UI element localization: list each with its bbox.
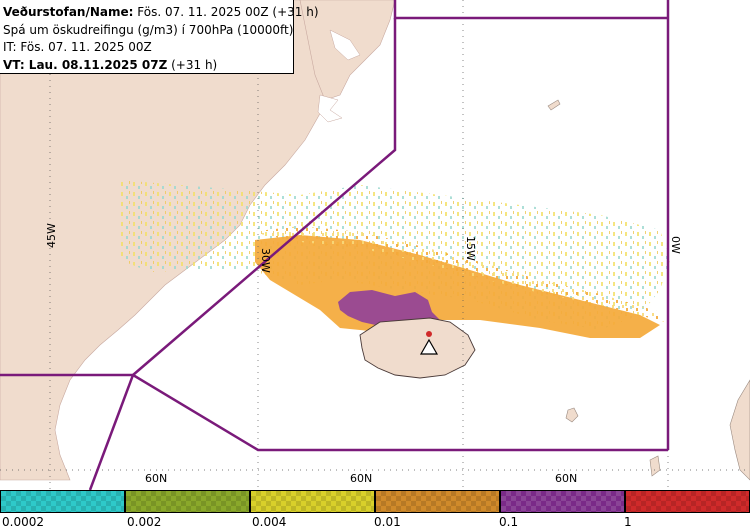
greenland-fjord: [317, 94, 343, 123]
legend-swatch-2: [250, 490, 375, 513]
legend-tick-5: 1: [624, 515, 632, 529]
concentration-legend: 0.0002 0.002 0.004 0.01 0.1 1: [0, 490, 750, 532]
valid-time-label: VT: Lau. 08.11.2025 07Z: [3, 57, 168, 72]
lon-label-45w: 45W: [45, 223, 58, 248]
volcano-marker-icon: [419, 338, 439, 355]
issuer-value: Fös. 07. 11. 2025 00Z (+31 h): [133, 5, 319, 19]
legend-swatch-0: [0, 490, 125, 513]
legend-swatch-3: [375, 490, 500, 513]
legend-swatch-1: [125, 490, 250, 513]
norway-coast: [729, 379, 750, 481]
legend-swatch-5: [625, 490, 750, 513]
iceland-land: [359, 317, 476, 379]
shetland-island: [649, 455, 661, 477]
info-line-product: Spá um öskudreifingu (g/m3) í 700hPa (10…: [3, 22, 294, 37]
lon-label-30w: 30W: [259, 248, 272, 273]
legend-tick-4: 0.1: [499, 515, 519, 529]
jan-mayen-island: [547, 99, 561, 111]
legend-tick-2: 0.004: [252, 515, 287, 529]
info-line-issue-time: IT: Fös. 07. 11. 2025 00Z: [3, 40, 152, 54]
lon-label-15w: 15W: [464, 236, 477, 261]
lat-label-60n-a: 60N: [145, 472, 167, 485]
valid-time-offset: (+31 h): [167, 57, 218, 72]
lat-label-60n-b: 60N: [350, 472, 372, 485]
lat-label-60n-c: 60N: [555, 472, 577, 485]
ash-mid-fringe: [250, 226, 665, 322]
airspace-boundary: [0, 0, 670, 491]
legend-tick-1: 0.002: [127, 515, 162, 529]
lon-label-0: 0W: [669, 236, 682, 254]
eruption-point-icon: [426, 331, 432, 337]
greenland-fjord-2: [329, 29, 361, 61]
forecast-info-box: Veðurstofan/Name: Fös. 07. 11. 2025 00Z …: [0, 0, 319, 75]
issuer-label: Veðurstofan/Name:: [3, 5, 134, 19]
legend-swatch-4: [500, 490, 625, 513]
info-line-issuer: Veðurstofan/Name: Fös. 07. 11. 2025 00Z …: [3, 4, 319, 22]
legend-tick-3: 0.01: [374, 515, 401, 529]
faroe-islands: [565, 407, 579, 423]
legend-tick-0: 0.0002: [2, 515, 44, 529]
info-line-valid-time: VT: Lau. 08.11.2025 07Z (+31 h): [3, 57, 293, 75]
